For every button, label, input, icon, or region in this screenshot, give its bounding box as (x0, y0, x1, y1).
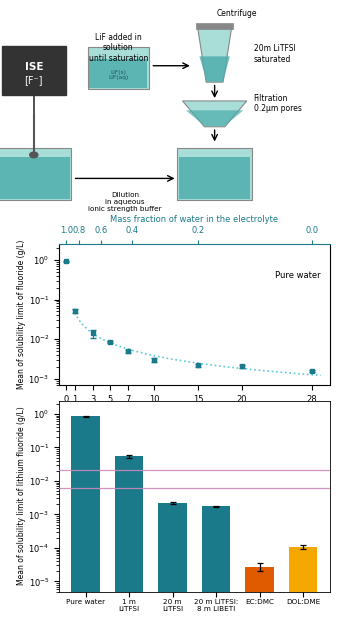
Bar (115, 456, 143, 626)
FancyBboxPatch shape (179, 157, 250, 198)
FancyBboxPatch shape (89, 59, 147, 88)
Polygon shape (186, 110, 243, 126)
Text: Centrifuge: Centrifuge (216, 9, 257, 18)
Text: LiF(s): LiF(s) (110, 70, 126, 75)
Bar (159, 503, 187, 626)
Circle shape (30, 152, 38, 158)
Text: Filtration
0.2µm pores: Filtration 0.2µm pores (254, 94, 301, 113)
Text: LiF added in
solution
until saturation: LiF added in solution until saturation (89, 33, 148, 63)
Bar (245, 567, 274, 626)
Bar (202, 506, 230, 626)
Y-axis label: Mean of solubility limit of lithium fluoride (g/L): Mean of solubility limit of lithium fluo… (17, 407, 26, 585)
Bar (71, 416, 100, 626)
Polygon shape (198, 28, 232, 82)
Text: ISE: ISE (25, 62, 43, 72)
FancyBboxPatch shape (177, 148, 252, 200)
Text: [F⁻]: [F⁻] (25, 75, 43, 85)
Text: Dilution
in aqueous
ionic strength buffer: Dilution in aqueous ionic strength buffe… (88, 193, 162, 212)
Y-axis label: Mean of solubility limit of fluoride (g/L): Mean of solubility limit of fluoride (g/… (17, 240, 26, 389)
FancyBboxPatch shape (0, 148, 71, 200)
Text: Pure water: Pure water (275, 270, 321, 280)
FancyBboxPatch shape (0, 157, 70, 198)
FancyBboxPatch shape (2, 46, 66, 95)
Text: LiF(aq): LiF(aq) (108, 75, 128, 80)
FancyBboxPatch shape (88, 47, 149, 89)
Polygon shape (199, 56, 230, 82)
X-axis label: [Li$^+$]$_{initial}$ in the electrolyte (mol/kg): [Li$^+$]$_{initial}$ in the electrolyte … (119, 408, 270, 421)
Text: 20m LiTFSI
saturated: 20m LiTFSI saturated (254, 44, 295, 64)
X-axis label: Mass fraction of water in the electrolyte: Mass fraction of water in the electrolyt… (110, 215, 279, 224)
FancyBboxPatch shape (196, 24, 233, 29)
Bar (289, 546, 317, 626)
Polygon shape (183, 101, 247, 126)
